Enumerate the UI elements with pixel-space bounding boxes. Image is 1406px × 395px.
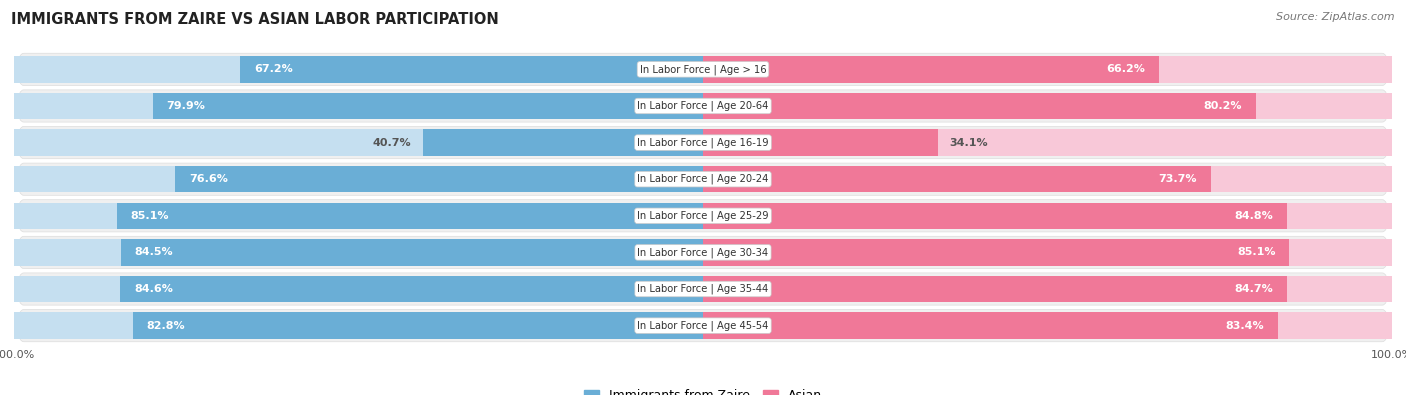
Bar bbox=[132, 312, 703, 339]
Bar bbox=[703, 166, 1211, 192]
Text: In Labor Force | Age > 16: In Labor Force | Age > 16 bbox=[640, 64, 766, 75]
FancyBboxPatch shape bbox=[18, 310, 1388, 342]
Text: 83.4%: 83.4% bbox=[1225, 321, 1264, 331]
Bar bbox=[703, 276, 1286, 302]
Bar bbox=[703, 203, 1288, 229]
Bar bbox=[14, 130, 703, 156]
Bar bbox=[117, 203, 703, 229]
Text: 73.7%: 73.7% bbox=[1159, 174, 1197, 184]
Text: 84.6%: 84.6% bbox=[134, 284, 173, 294]
Bar bbox=[176, 166, 703, 192]
Bar bbox=[14, 56, 703, 83]
Text: 67.2%: 67.2% bbox=[254, 64, 292, 74]
Bar bbox=[121, 239, 703, 265]
Bar bbox=[703, 312, 1392, 339]
Bar bbox=[703, 312, 1278, 339]
FancyBboxPatch shape bbox=[18, 236, 1388, 269]
Text: In Labor Force | Age 25-29: In Labor Force | Age 25-29 bbox=[637, 211, 769, 221]
Bar bbox=[14, 276, 703, 302]
Text: 85.1%: 85.1% bbox=[1237, 247, 1275, 258]
Bar bbox=[152, 93, 703, 119]
Text: In Labor Force | Age 16-19: In Labor Force | Age 16-19 bbox=[637, 137, 769, 148]
Text: 84.5%: 84.5% bbox=[135, 247, 173, 258]
Bar bbox=[14, 203, 703, 229]
Bar bbox=[14, 239, 703, 265]
Text: 34.1%: 34.1% bbox=[949, 137, 987, 148]
Bar bbox=[703, 276, 1392, 302]
Text: In Labor Force | Age 30-34: In Labor Force | Age 30-34 bbox=[637, 247, 769, 258]
Text: 84.8%: 84.8% bbox=[1234, 211, 1274, 221]
Bar bbox=[703, 239, 1392, 265]
Bar bbox=[703, 130, 938, 156]
Bar bbox=[703, 93, 1392, 119]
Text: 84.7%: 84.7% bbox=[1234, 284, 1272, 294]
Text: 66.2%: 66.2% bbox=[1107, 64, 1146, 74]
Text: In Labor Force | Age 45-54: In Labor Force | Age 45-54 bbox=[637, 320, 769, 331]
FancyBboxPatch shape bbox=[18, 163, 1388, 195]
Legend: Immigrants from Zaire, Asian: Immigrants from Zaire, Asian bbox=[579, 384, 827, 395]
Bar bbox=[703, 56, 1159, 83]
Text: In Labor Force | Age 35-44: In Labor Force | Age 35-44 bbox=[637, 284, 769, 294]
Bar bbox=[14, 93, 703, 119]
Bar bbox=[703, 203, 1392, 229]
FancyBboxPatch shape bbox=[18, 90, 1388, 122]
Text: In Labor Force | Age 20-24: In Labor Force | Age 20-24 bbox=[637, 174, 769, 184]
Bar bbox=[703, 93, 1256, 119]
Text: 85.1%: 85.1% bbox=[131, 211, 169, 221]
FancyBboxPatch shape bbox=[18, 126, 1388, 159]
Text: 80.2%: 80.2% bbox=[1204, 101, 1241, 111]
Text: 40.7%: 40.7% bbox=[373, 137, 412, 148]
Bar bbox=[14, 166, 703, 192]
Text: IMMIGRANTS FROM ZAIRE VS ASIAN LABOR PARTICIPATION: IMMIGRANTS FROM ZAIRE VS ASIAN LABOR PAR… bbox=[11, 12, 499, 27]
Text: In Labor Force | Age 20-64: In Labor Force | Age 20-64 bbox=[637, 101, 769, 111]
Bar bbox=[14, 312, 703, 339]
Bar bbox=[120, 276, 703, 302]
Bar bbox=[703, 130, 1392, 156]
Bar bbox=[703, 239, 1289, 265]
Text: 79.9%: 79.9% bbox=[166, 101, 205, 111]
Bar bbox=[240, 56, 703, 83]
Bar bbox=[703, 56, 1392, 83]
FancyBboxPatch shape bbox=[18, 273, 1388, 305]
Bar bbox=[423, 130, 703, 156]
Text: Source: ZipAtlas.com: Source: ZipAtlas.com bbox=[1277, 12, 1395, 22]
FancyBboxPatch shape bbox=[18, 200, 1388, 232]
Bar bbox=[703, 166, 1392, 192]
Text: 76.6%: 76.6% bbox=[188, 174, 228, 184]
FancyBboxPatch shape bbox=[18, 53, 1388, 85]
Text: 82.8%: 82.8% bbox=[146, 321, 186, 331]
